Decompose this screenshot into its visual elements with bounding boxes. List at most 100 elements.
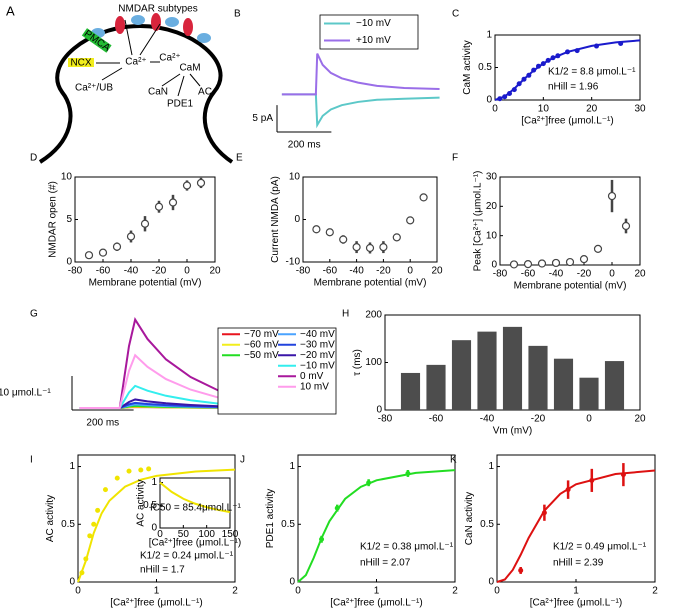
- x-tick-label: 0: [75, 586, 81, 597]
- x-tick-label: 30: [634, 104, 646, 115]
- receptor: [115, 16, 125, 34]
- legend-label: −70 mV: [244, 329, 279, 340]
- x-tick-label: 50: [178, 529, 190, 540]
- data-point: [196, 178, 206, 188]
- panel-label: F: [452, 153, 458, 164]
- annotation: K1/2 = 0.49 μmol.L⁻¹: [553, 542, 647, 553]
- y-tick-label: 0: [491, 260, 497, 271]
- x-tick-label: 20: [586, 104, 598, 115]
- data-point: [406, 216, 415, 225]
- data-point: [91, 521, 97, 527]
- receptor: [197, 33, 211, 43]
- diagram-title: NMDAR subtypes: [118, 4, 197, 15]
- y-tick-label: 0: [488, 577, 494, 588]
- panel-label: K: [450, 455, 457, 466]
- diagram-label: Ca²⁺: [159, 53, 180, 64]
- data-point: [511, 87, 517, 93]
- bar: [553, 358, 574, 410]
- bar: [477, 331, 497, 410]
- x-tick-label: 0: [492, 104, 498, 115]
- annotation: nHill = 1.96: [548, 82, 599, 93]
- x-tick-label: 1: [374, 586, 380, 597]
- legend-label: −40 mV: [300, 329, 335, 340]
- diagram-label: CaN: [148, 87, 168, 98]
- legend-label: 0 mV: [300, 371, 324, 382]
- axes-frame: [499, 176, 641, 266]
- y-tick-label: 0.5: [478, 62, 492, 73]
- data-point: [555, 53, 561, 59]
- annotation: K1/2 = 0.24 μmol.L⁻¹: [140, 551, 234, 562]
- scale-label-y: 10 μmol.L⁻¹: [0, 388, 51, 399]
- x-tick-label: -20: [376, 266, 391, 277]
- y-axis-label: PDE1 activity: [265, 489, 276, 548]
- x-tick-label: 20: [209, 266, 221, 277]
- y-tick-label: 10: [61, 172, 73, 183]
- data-point: [334, 505, 340, 511]
- y-tick-label: 0: [486, 95, 492, 106]
- scale-label-y: 5 pA: [252, 113, 273, 124]
- data-point: [154, 202, 164, 211]
- data-point: [83, 556, 89, 562]
- data-point: [502, 94, 508, 100]
- data-point: [319, 536, 325, 542]
- legend-box: [217, 327, 337, 415]
- arrow: [124, 19, 133, 56]
- panel-label: E: [236, 153, 243, 164]
- data-point: [102, 487, 108, 493]
- diagram-label: NCX: [70, 58, 91, 69]
- panel-label: D: [30, 153, 37, 164]
- y-tick-label: 20: [486, 201, 498, 212]
- data-point: [545, 57, 551, 63]
- data-point: [419, 193, 428, 202]
- data-point: [531, 67, 537, 73]
- data-point: [516, 81, 522, 87]
- bar: [502, 326, 523, 410]
- data-point: [365, 243, 375, 253]
- x-tick-label: -60: [429, 414, 444, 425]
- data-point: [593, 244, 603, 253]
- x-axis-label: [Ca²⁺]free (μmol.L⁻¹): [530, 598, 622, 609]
- annotation: K1/2 = 0.38 μmol.L⁻¹: [360, 542, 454, 553]
- x-tick-label: -20: [531, 414, 546, 425]
- data-point: [526, 72, 532, 78]
- panel-label: C: [452, 9, 459, 20]
- legend-label: 10 mV: [300, 381, 329, 392]
- x-tick-label: -40: [124, 266, 139, 277]
- scale-label-x: 200 ms: [86, 418, 119, 429]
- diagram: A NMDAR subtypes Ca²⁺ Ca²⁺ CaM NCX: [6, 3, 234, 164]
- data-point: [620, 472, 626, 478]
- data-point: [114, 475, 120, 481]
- x-tick-label: -80: [296, 266, 311, 277]
- x-tick-label: -60: [521, 269, 536, 280]
- x-tick-label: 20: [634, 414, 646, 425]
- bar: [579, 377, 599, 410]
- receptor: [183, 18, 193, 36]
- arrow: [101, 67, 123, 81]
- legend-box: [319, 14, 419, 50]
- y-tick-label: 1: [486, 30, 492, 41]
- bar: [528, 345, 548, 410]
- data-point: [565, 49, 570, 55]
- y-tick-label: -10: [286, 257, 301, 268]
- data-point: [589, 477, 595, 483]
- x-tick-label: 2: [452, 586, 458, 597]
- arrow: [139, 23, 161, 56]
- diagram-label: CaM: [179, 63, 200, 74]
- receptors: [68, 13, 211, 67]
- annotation: nHill = 1.7: [140, 565, 185, 576]
- legend-label: −20 mV: [300, 350, 335, 361]
- legend-label: −50 mV: [244, 350, 279, 361]
- x-tick-label: 10: [538, 104, 550, 115]
- x-tick-label: -40: [549, 269, 564, 280]
- data-point: [112, 242, 122, 251]
- data-point: [87, 533, 93, 539]
- data-point: [126, 468, 132, 474]
- receptor: [151, 13, 161, 31]
- bar: [400, 372, 421, 410]
- data-point: [518, 567, 524, 573]
- data-point: [79, 570, 85, 576]
- data-point: [618, 40, 624, 46]
- y-axis-label: Peak [Ca²⁺] (μmol.L⁻¹): [473, 171, 484, 272]
- data-point: [541, 510, 547, 516]
